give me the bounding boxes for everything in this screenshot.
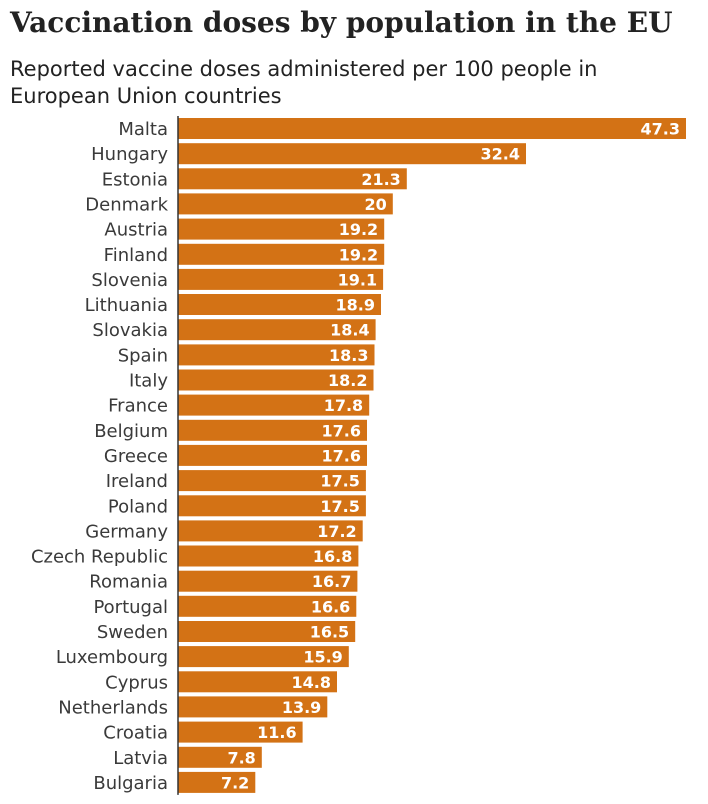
bar-germany (178, 520, 363, 542)
category-label: Czech Republic (31, 547, 168, 568)
value-label: 18.9 (336, 296, 375, 315)
bar-bulgaria (178, 771, 256, 793)
category-label: Poland (108, 496, 168, 517)
category-label: Estonia (102, 169, 168, 190)
value-labels-group: 47.3 32.4 21.3 20 19.2 19.2 19.1 18.9 18.4 18.3 18… (221, 120, 680, 793)
category-label: Spain (118, 345, 168, 366)
bar-lithuania (178, 294, 381, 315)
category-label: Cyprus (105, 672, 168, 693)
value-label: 14.8 (292, 673, 331, 692)
value-label: 13.9 (282, 698, 321, 717)
category-label: Hungary (91, 144, 168, 165)
bar-ireland (178, 470, 366, 492)
value-label: 19.2 (339, 220, 378, 239)
category-label: Germany (85, 521, 168, 542)
category-label: Slovenia (91, 270, 168, 291)
value-label: 19.1 (338, 270, 377, 289)
bar-slovenia (178, 268, 384, 290)
value-label: 47.3 (641, 120, 680, 139)
bar-italy (178, 369, 374, 391)
value-label: 16.7 (312, 572, 351, 591)
bars-group (178, 118, 686, 793)
chart-title: Vaccination doses by population in the E… (10, 6, 673, 39)
value-label: 19.2 (339, 245, 378, 264)
value-label: 18.4 (330, 321, 369, 340)
value-label: 17.6 (322, 421, 361, 440)
category-label: Portugal (93, 597, 168, 618)
category-label: Ireland (106, 471, 168, 492)
category-label: Sweden (97, 622, 168, 643)
bar-france (178, 394, 370, 416)
bar-spain (178, 344, 375, 366)
bar-cyprus (178, 671, 337, 693)
value-label: 16.6 (311, 597, 350, 616)
value-label: 15.9 (303, 648, 342, 667)
bar-romania (178, 570, 358, 592)
category-label: Finland (104, 245, 168, 266)
category-label: Bulgaria (93, 773, 168, 794)
value-label: 7.8 (227, 748, 255, 767)
category-label: Malta (118, 119, 168, 140)
value-label: 18.3 (329, 346, 368, 365)
bar-latvia (178, 746, 262, 768)
category-label: Belgium (94, 421, 168, 442)
value-label: 21.3 (361, 170, 400, 189)
category-label: Croatia (103, 723, 168, 744)
category-label: Romania (89, 572, 168, 593)
bar-finland (178, 243, 385, 265)
bar-denmark (178, 193, 393, 215)
category-label: Slovakia (92, 320, 168, 341)
value-label: 18.2 (328, 371, 367, 390)
bar-malta (178, 118, 686, 139)
category-label: Luxembourg (56, 647, 168, 668)
bar-luxembourg (178, 646, 349, 668)
value-label: 16.8 (313, 547, 352, 566)
bar-hungary (178, 143, 526, 165)
category-label: Austria (104, 220, 168, 241)
bar-poland (178, 495, 366, 517)
category-label: Italy (129, 371, 168, 392)
value-label: 7.2 (221, 773, 249, 792)
category-label: France (108, 396, 168, 417)
bar-netherlands (178, 696, 328, 718)
bar-portugal (178, 595, 357, 617)
bar-sweden (178, 621, 356, 642)
value-label: 17.2 (317, 522, 356, 541)
bar-croatia (178, 721, 303, 743)
value-label: 16.5 (310, 623, 349, 642)
bar-belgium (178, 419, 367, 441)
value-label: 11.6 (257, 723, 296, 742)
category-labels-group: Malta Hungary Estonia Denmark Austria Finland… (31, 119, 169, 794)
bar-czech-republic (178, 545, 359, 567)
chart-subtitle: Reported vaccine doses administered per … (10, 57, 598, 108)
value-label: 17.8 (324, 396, 363, 415)
value-label: 17.6 (322, 446, 361, 465)
bar-greece (178, 444, 367, 466)
category-label: Latvia (113, 748, 168, 769)
category-label: Netherlands (58, 697, 168, 718)
category-label: Lithuania (85, 295, 168, 316)
value-label: 32.4 (481, 145, 520, 164)
bar-slovakia (178, 319, 376, 341)
bar-austria (178, 218, 385, 240)
value-label: 17.5 (320, 497, 359, 516)
value-label: 17.5 (320, 472, 359, 491)
bar-estonia (178, 168, 407, 190)
category-label: Greece (104, 446, 168, 467)
value-label: 20 (365, 195, 387, 214)
category-label: Denmark (85, 194, 168, 215)
